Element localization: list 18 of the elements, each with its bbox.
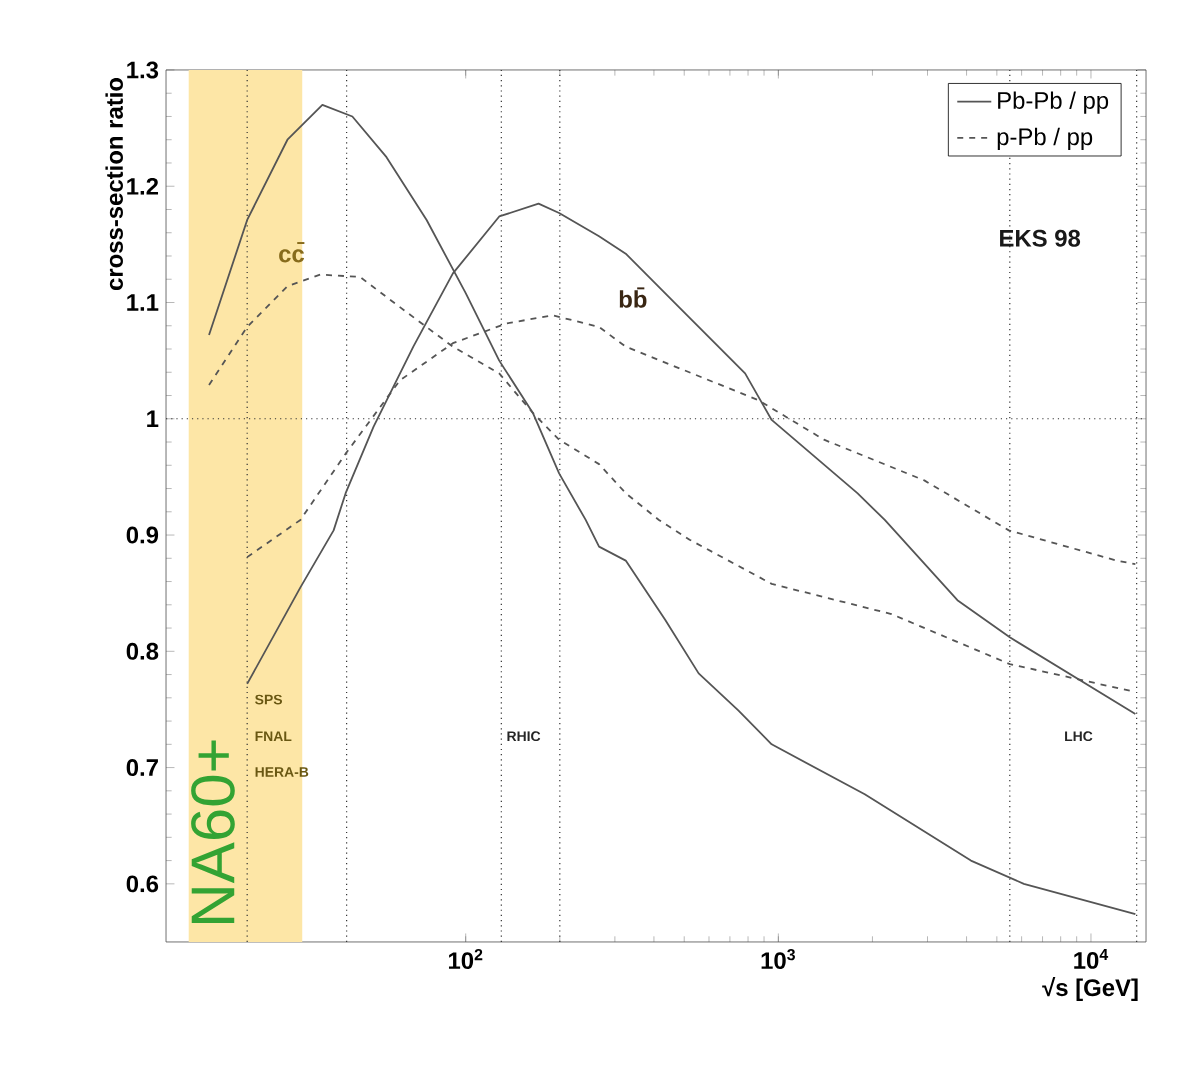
annotation: bb̄ <box>619 287 647 308</box>
x-tick-label: 10$^{2}$ <box>448 949 483 970</box>
annotation: EKS 98 <box>1000 229 1081 247</box>
y-tick-label: 1.3 <box>127 61 159 79</box>
y-tick-label: 0.9 <box>126 526 159 544</box>
x-axis-title: √s [GeV] <box>1042 977 1138 1001</box>
legend-label: Pb-Pb / pp <box>998 91 1109 114</box>
y-tick-label: 1.2 <box>127 177 159 195</box>
y-tick-label: 0.8 <box>126 642 159 660</box>
x-tick-label: 10$^{4}$ <box>1074 949 1109 969</box>
y-tick-label: 0.7 <box>126 759 158 777</box>
y-axis-title: cross-section ratio <box>105 78 123 291</box>
y-tick-label: 0.6 <box>126 875 159 893</box>
y-tick-label: 1.1 <box>127 294 159 311</box>
legend-label: p-Pb / pp <box>997 127 1093 150</box>
x-tick-label: 10$^{3}$ <box>761 949 795 970</box>
band-label: NA60+ <box>191 740 235 923</box>
y-tick-label: 1 <box>147 410 159 427</box>
